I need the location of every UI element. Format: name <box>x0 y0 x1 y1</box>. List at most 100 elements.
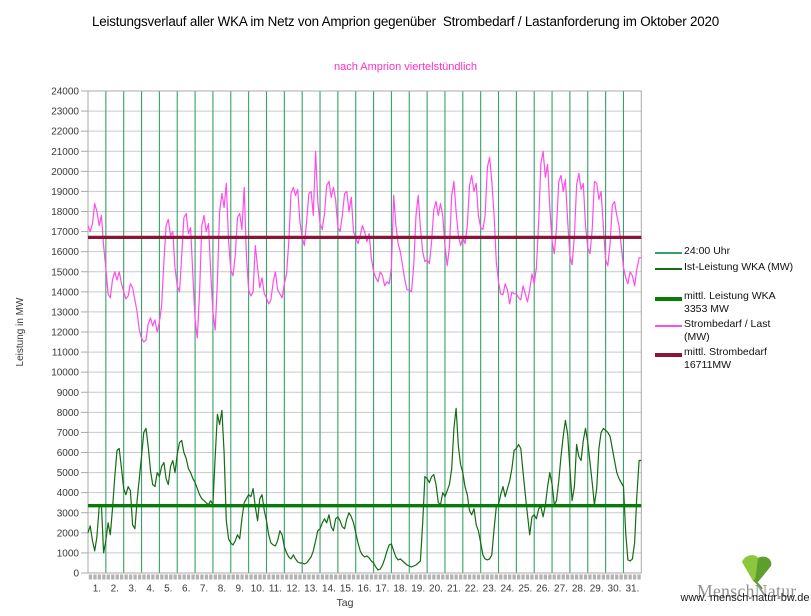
x-tick-label: 19. <box>411 584 425 595</box>
x-tick-band <box>93 574 97 580</box>
y-axis-title: Leistung in MW <box>15 297 26 367</box>
x-tick-label: 2. <box>111 584 119 595</box>
plot-frame <box>87 90 642 574</box>
logo-brand: MenschNatur <box>697 581 797 601</box>
x-tick-band <box>521 574 525 580</box>
ginkgo-leaf-icon <box>742 555 772 590</box>
x-tick-label: 23. <box>483 584 497 595</box>
y-tick-label: 5000 <box>57 468 80 479</box>
y-tick-label: 8000 <box>57 408 80 419</box>
y-tick-label: 14000 <box>51 287 79 298</box>
x-tick-band <box>490 574 494 580</box>
x-tick-band <box>298 574 302 580</box>
x-tick-band <box>467 574 472 580</box>
y-tick-label: 15000 <box>51 267 79 278</box>
x-tick-label: 31. <box>625 584 639 595</box>
x-tick-label: 29. <box>590 584 604 595</box>
x-tick-band <box>610 574 614 580</box>
x-tick-band <box>499 574 503 580</box>
x-tick-label: 5. <box>164 584 172 595</box>
x-tick-band <box>517 574 521 580</box>
x-tick-band <box>427 574 432 580</box>
x-tick-band <box>222 574 226 580</box>
x-tick-band <box>459 574 463 580</box>
x-tick-band <box>557 574 561 580</box>
x-tick-label: 11. <box>269 584 282 595</box>
y-tick-label: 11000 <box>52 348 80 359</box>
x-tick-label: 14. <box>322 584 336 595</box>
x-tick-band <box>343 574 347 580</box>
x-tick-band <box>378 574 382 580</box>
x-tick-band <box>128 574 133 580</box>
x-tick-band <box>289 574 293 580</box>
legend-label: Ist-Leistung WKA (MW) <box>684 261 794 273</box>
x-tick-band <box>200 574 204 580</box>
x-tick-label: 20. <box>429 584 443 595</box>
x-tick-band <box>173 574 177 580</box>
series-strombedarf-last <box>87 150 642 343</box>
x-tick-band <box>396 574 400 580</box>
x-tick-band <box>454 574 458 580</box>
x-tick-band <box>383 574 387 580</box>
x-tick-band <box>463 574 467 580</box>
x-tick-band <box>619 574 623 580</box>
x-tick-band <box>601 574 605 580</box>
x-tick-band <box>227 574 231 580</box>
x-tick-band <box>311 574 316 580</box>
x-tick-band <box>120 574 124 580</box>
x-tick-band <box>387 574 391 580</box>
x-tick-band <box>240 574 244 580</box>
x-tick-band <box>628 574 632 580</box>
x-tick-band <box>409 574 414 580</box>
y-tick-label: 2000 <box>57 528 80 539</box>
x-tick-band <box>209 574 213 580</box>
x-tick-label: 27. <box>554 584 568 595</box>
y-tick-label: 6000 <box>57 448 80 459</box>
x-tick-band <box>637 574 641 580</box>
y-tick-label: 18000 <box>51 207 79 218</box>
x-tick-label: 7. <box>200 584 208 595</box>
x-tick-label: 15. <box>340 584 354 595</box>
x-tick-band <box>401 574 405 580</box>
x-axis-title: Tag <box>336 597 354 609</box>
x-tick-band <box>102 574 106 580</box>
x-tick-band <box>512 574 516 580</box>
x-tick-band <box>365 574 369 580</box>
y-tick-label: 4000 <box>57 488 80 499</box>
x-tick-band <box>494 574 498 580</box>
chart-title: Leistungsverlauf aller WKA im Netz von A… <box>92 14 719 29</box>
x-tick-band <box>574 574 579 580</box>
legend-swatch-mittl-strombedarf <box>655 353 682 357</box>
x-tick-band <box>280 574 284 580</box>
x-tick-band <box>570 574 574 580</box>
x-tick-band <box>347 574 351 580</box>
x-tick-band <box>360 574 365 580</box>
y-tick-label: 13000 <box>51 307 79 318</box>
legend-swatch-ist-leistung <box>655 268 682 270</box>
x-tick-band <box>374 574 378 580</box>
x-tick-label: 30. <box>608 584 622 595</box>
x-tick-band <box>155 574 159 580</box>
x-tick-label: 4. <box>146 584 154 595</box>
y-tick-label: 19000 <box>51 187 79 198</box>
x-tick-band <box>503 574 507 580</box>
x-tick-band <box>583 574 588 580</box>
x-tick-band <box>164 574 168 580</box>
x-tick-band <box>178 574 182 580</box>
x-tick-band <box>624 574 628 580</box>
x-tick-band <box>106 574 110 580</box>
x-tick-band <box>414 574 418 580</box>
y-tick-label: 9000 <box>57 388 80 399</box>
x-tick-band <box>218 574 222 580</box>
x-tick-label: 18. <box>393 584 407 595</box>
x-tick-band <box>294 574 298 580</box>
x-tick-band <box>338 574 342 580</box>
x-tick-band <box>307 574 311 580</box>
legend-label: 24:00 Uhr <box>684 245 731 257</box>
x-tick-band <box>579 574 583 580</box>
x-tick-band <box>369 574 374 580</box>
x-tick-band <box>320 574 324 580</box>
legend-swatch-strombedarf <box>655 325 682 327</box>
x-tick-label: 22. <box>465 584 479 595</box>
x-tick-band <box>615 574 619 580</box>
